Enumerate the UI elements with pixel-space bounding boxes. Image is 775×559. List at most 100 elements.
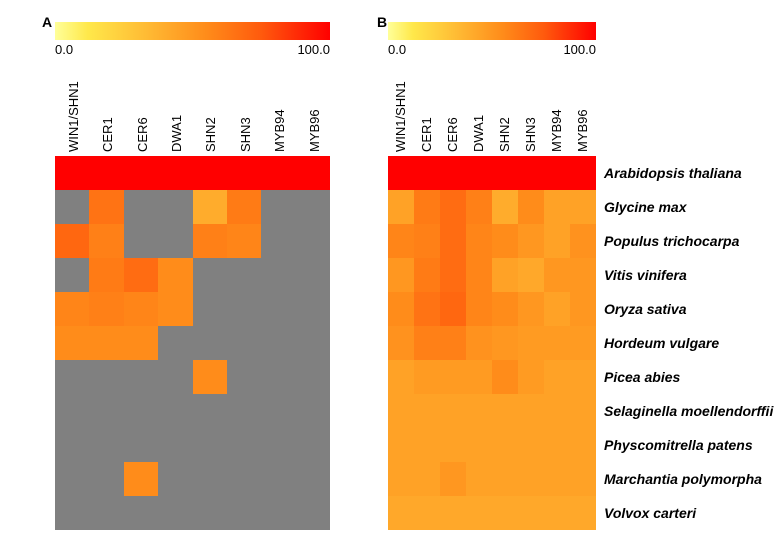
panel-a-tag: A xyxy=(42,14,52,30)
heatmap-b xyxy=(388,156,596,530)
heatmap-cell xyxy=(544,394,570,428)
col-label: SHN3 xyxy=(523,117,538,152)
heatmap-cell xyxy=(296,258,330,292)
heatmap-cell xyxy=(414,190,440,224)
col-labels-b: WIN1/SHN1CER1CER6DWA1SHN2SHN3MYB94MYB96 xyxy=(388,72,596,152)
heatmap-cell xyxy=(440,292,466,326)
heatmap-cell xyxy=(466,360,492,394)
col-labels-a: WIN1/SHN1CER1CER6DWA1SHN2SHN3MYB94MYB96 xyxy=(55,72,330,152)
heatmap-cell xyxy=(89,258,123,292)
col-label: SHN2 xyxy=(203,117,218,152)
heatmap-cell xyxy=(492,462,518,496)
heatmap-cell xyxy=(570,360,596,394)
heatmap-cell xyxy=(193,190,227,224)
heatmap-cell xyxy=(193,258,227,292)
heatmap-cell xyxy=(544,462,570,496)
col-label: MYB94 xyxy=(549,109,564,152)
heatmap-cell xyxy=(193,394,227,428)
colorbar-b-min-label: 0.0 xyxy=(388,42,406,57)
heatmap-cell xyxy=(158,394,192,428)
heatmap-cell xyxy=(492,156,518,190)
heatmap-cell xyxy=(124,462,158,496)
heatmap-cell xyxy=(388,326,414,360)
heatmap-cell xyxy=(158,190,192,224)
row-label: Oryza sativa xyxy=(604,301,687,317)
panel-b-tag: B xyxy=(377,14,387,30)
heatmap-cell xyxy=(124,394,158,428)
heatmap-cell xyxy=(388,292,414,326)
heatmap-cell xyxy=(261,428,295,462)
heatmap-cell xyxy=(440,326,466,360)
heatmap-cell xyxy=(388,462,414,496)
heatmap-cell xyxy=(261,496,295,530)
heatmap-cell xyxy=(518,326,544,360)
heatmap-cell xyxy=(414,292,440,326)
heatmap-cell xyxy=(440,360,466,394)
col-label: MYB94 xyxy=(272,109,287,152)
heatmap-cell xyxy=(414,496,440,530)
heatmap-cell xyxy=(55,224,89,258)
heatmap-cell xyxy=(158,496,192,530)
heatmap-cell xyxy=(296,360,330,394)
heatmap-cell xyxy=(466,258,492,292)
colorbar-a: 0.0 100.0 xyxy=(55,22,330,56)
col-label: WIN1/SHN1 xyxy=(66,81,81,152)
colorbar-a-max-label: 100.0 xyxy=(297,42,330,57)
heatmap-cell xyxy=(518,190,544,224)
heatmap-cell xyxy=(158,462,192,496)
heatmap-cell xyxy=(388,496,414,530)
heatmap-cell xyxy=(492,292,518,326)
col-label: MYB96 xyxy=(307,109,322,152)
heatmap-cell xyxy=(544,428,570,462)
row-label: Populus trichocarpa xyxy=(604,233,739,249)
heatmap-cell xyxy=(518,428,544,462)
heatmap-cell xyxy=(466,190,492,224)
heatmap-cell xyxy=(261,326,295,360)
heatmap-cell xyxy=(261,190,295,224)
heatmap-cell xyxy=(89,394,123,428)
heatmap-cell xyxy=(570,326,596,360)
heatmap-cell xyxy=(261,224,295,258)
heatmap-cell xyxy=(124,496,158,530)
heatmap-cell xyxy=(55,394,89,428)
heatmap-table xyxy=(55,156,330,530)
col-label: CER1 xyxy=(100,117,115,152)
heatmap-cell xyxy=(193,326,227,360)
col-label: MYB96 xyxy=(575,109,590,152)
heatmap-cell xyxy=(227,156,261,190)
heatmap-cell xyxy=(544,292,570,326)
heatmap-cell xyxy=(296,394,330,428)
heatmap-cell xyxy=(388,394,414,428)
heatmap-cell xyxy=(570,190,596,224)
heatmap-cell xyxy=(414,462,440,496)
heatmap-cell xyxy=(124,428,158,462)
heatmap-cell xyxy=(124,292,158,326)
heatmap-cell xyxy=(492,326,518,360)
heatmap-cell xyxy=(440,258,466,292)
heatmap-cell xyxy=(227,224,261,258)
heatmap-cell xyxy=(388,190,414,224)
heatmap-cell xyxy=(518,360,544,394)
heatmap-cell xyxy=(124,224,158,258)
heatmap-cell xyxy=(124,190,158,224)
heatmap-cell xyxy=(55,326,89,360)
heatmap-cell xyxy=(227,360,261,394)
row-label: Arabidopsis thaliana xyxy=(604,165,742,181)
heatmap-cell xyxy=(55,360,89,394)
heatmap-cell xyxy=(518,224,544,258)
heatmap-cell xyxy=(158,156,192,190)
heatmap-cell xyxy=(193,292,227,326)
heatmap-cell xyxy=(492,428,518,462)
heatmap-cell xyxy=(414,258,440,292)
heatmap-cell xyxy=(544,496,570,530)
heatmap-cell xyxy=(388,156,414,190)
heatmap-cell xyxy=(158,258,192,292)
heatmap-cell xyxy=(261,156,295,190)
colorbar-a-labels: 0.0 100.0 xyxy=(55,40,330,56)
heatmap-cell xyxy=(414,428,440,462)
row-label: Selaginella moellendorffii xyxy=(604,403,773,419)
heatmap-cell xyxy=(388,360,414,394)
heatmap-cell xyxy=(440,224,466,258)
heatmap-cell xyxy=(296,292,330,326)
heatmap-cell xyxy=(193,428,227,462)
